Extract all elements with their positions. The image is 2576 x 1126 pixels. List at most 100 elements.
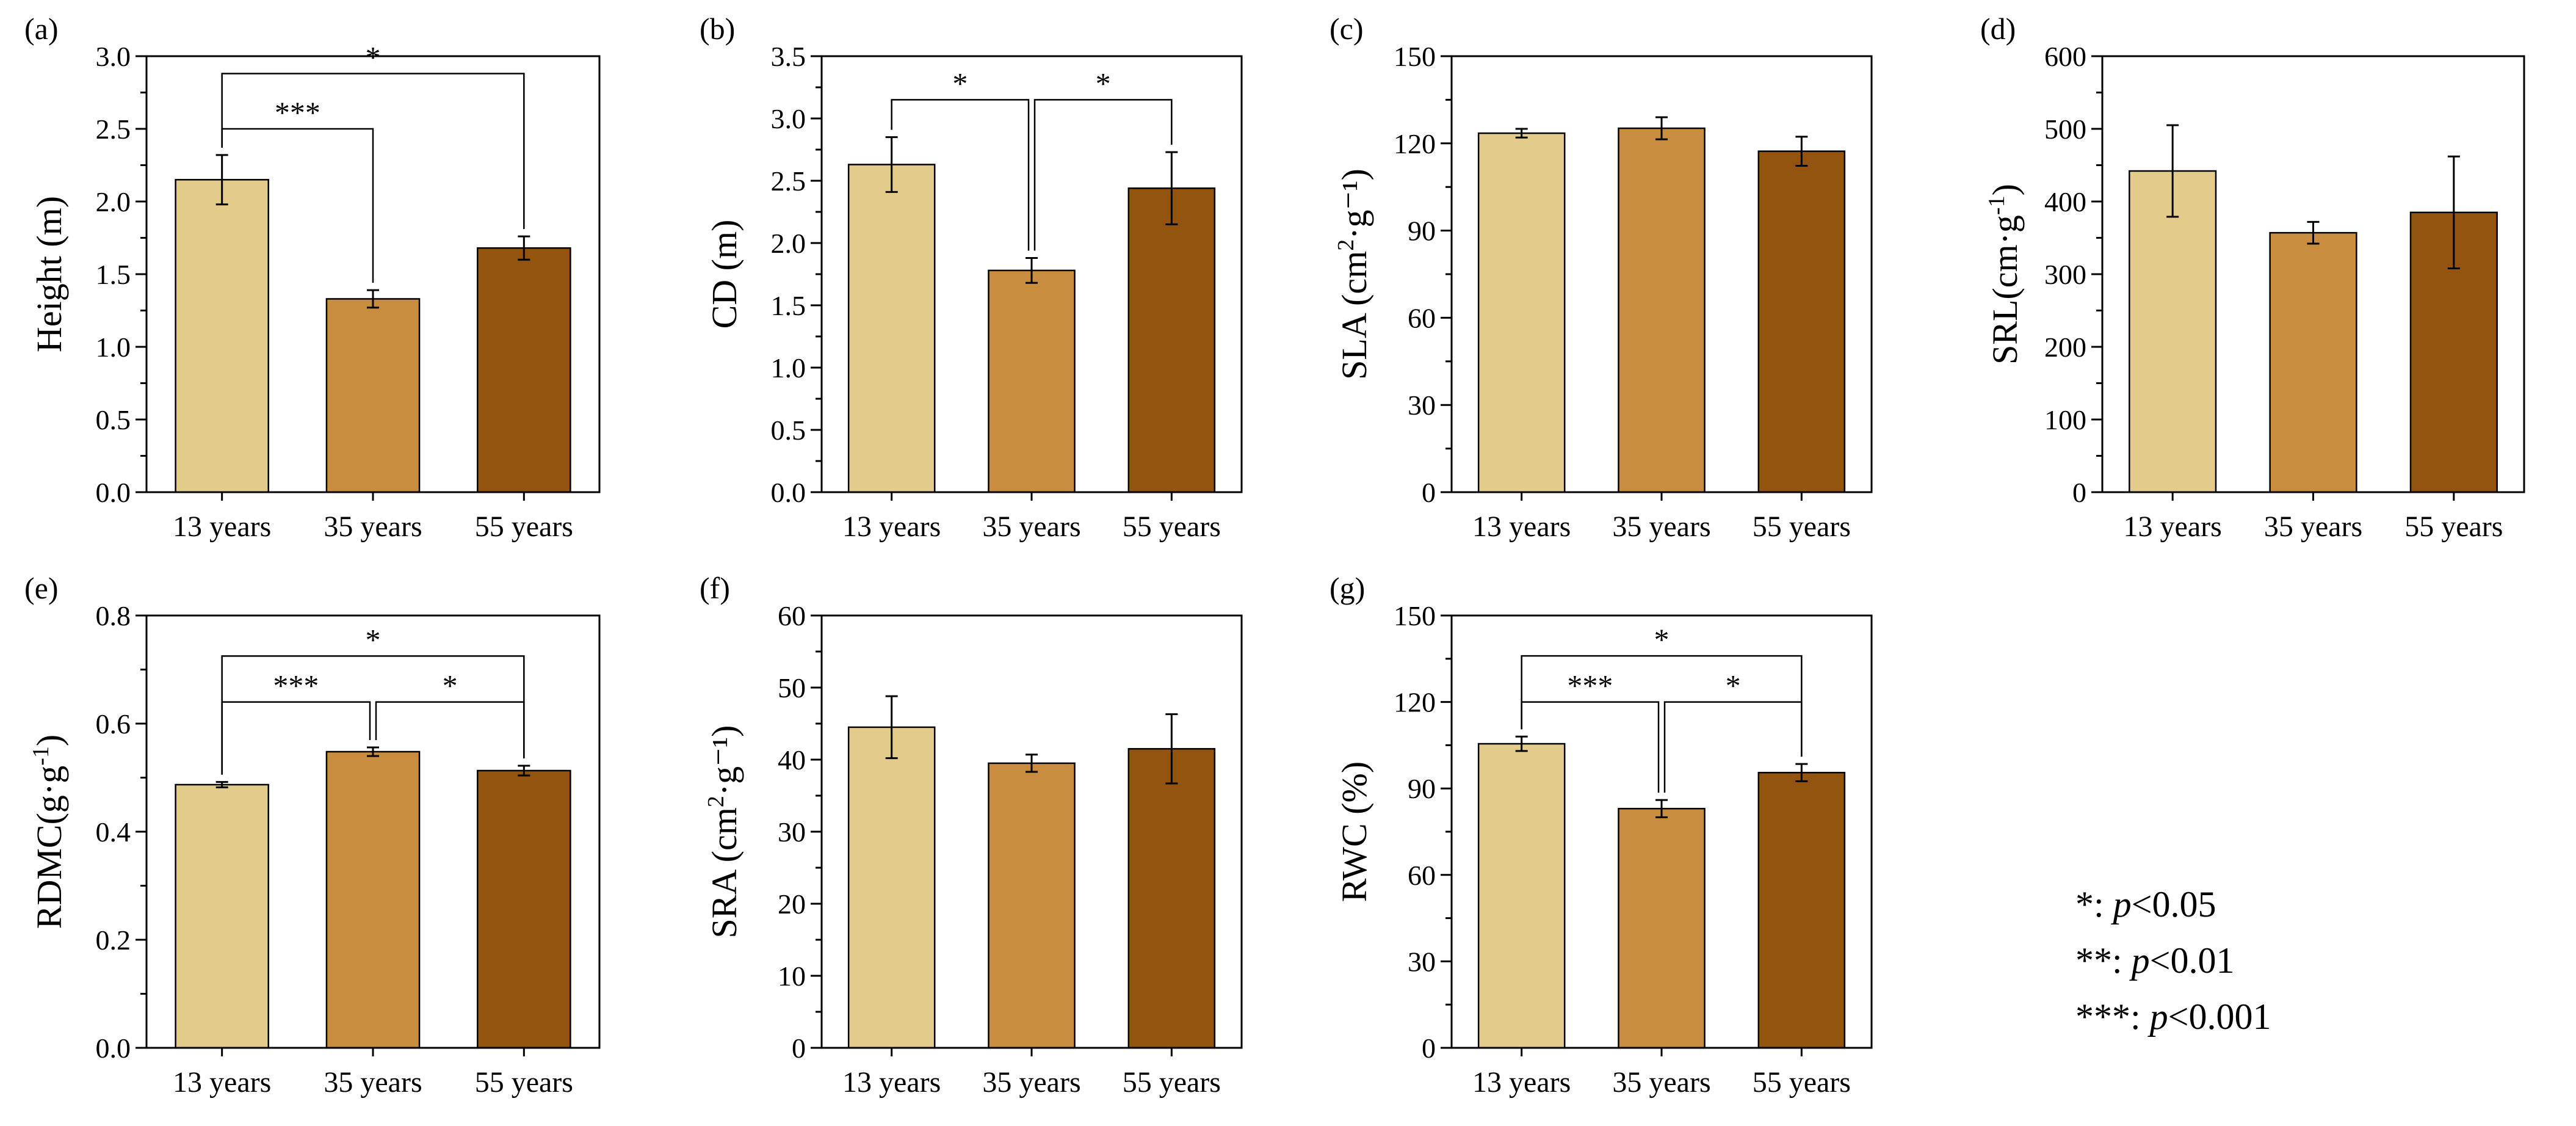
bar-55-years <box>1757 771 1846 1049</box>
error-bar <box>2166 124 2179 218</box>
y-tick-label: 2.0 <box>771 228 806 259</box>
legend-item-p0001: ***: p<0.001 <box>2075 997 2271 1037</box>
error-bar <box>1026 754 1038 773</box>
significance-bracket: * <box>375 669 525 759</box>
x-tick-label: 55 years <box>1123 1066 1221 1099</box>
bar-35-years <box>325 298 421 493</box>
panel-b: (b) * * 0.0 0.5 1.0 1.5 2.0 2.5 3.0 3.5 13 years 35 … <box>700 12 1243 543</box>
error-bar <box>367 289 379 309</box>
significance-bracket: *** <box>221 95 374 283</box>
significance-bracket: * <box>221 40 525 230</box>
error-bar <box>215 154 228 206</box>
significance-label: *** <box>273 669 319 703</box>
y-tick-label: 60 <box>778 600 806 631</box>
y-tick-label: 50 <box>778 672 806 703</box>
y-tick-label: 400 <box>2044 186 2086 217</box>
panel-label: (a) <box>24 12 59 46</box>
error-bar <box>367 746 379 757</box>
significance-bracket: * <box>1663 669 1803 793</box>
panel-a: (a)****0.00.51.01.52.02.53.013 years 35 y… <box>24 12 601 543</box>
y-tick-label: 0.0 <box>771 477 806 508</box>
y-tick-label: 1.0 <box>96 332 131 363</box>
y-tick-label: 1.0 <box>771 352 806 383</box>
y-axis-label: SRA (cm2·g⁻¹) <box>703 725 744 939</box>
y-tick-label: 20 <box>778 888 806 920</box>
legend-item-p005: *: p<0.05 <box>2075 884 2216 924</box>
significance-label: * <box>1096 66 1111 100</box>
x-tick-label: 35 years <box>324 1066 422 1099</box>
error-bar <box>2447 155 2460 269</box>
significance-label: * <box>1654 622 1670 656</box>
error-bar <box>1515 735 1528 752</box>
y-tick-label: 3.0 <box>96 41 131 72</box>
y-tick-label: 100 <box>2044 404 2086 435</box>
y-tick-label: 30 <box>1408 946 1436 977</box>
x-tick-label: 35 years <box>2264 510 2362 543</box>
bar-55-years <box>1127 748 1216 1049</box>
panel-label: (e) <box>24 571 59 605</box>
bar-35-years <box>988 269 1076 493</box>
significance-label: * <box>366 40 381 74</box>
bar-55-years <box>1127 187 1216 493</box>
panel-label: (c) <box>1330 12 1364 46</box>
y-tick-label: 300 <box>2044 259 2086 290</box>
y-tick-label: 0 <box>1422 1033 1436 1064</box>
x-tick-label: 13 years <box>173 1066 271 1099</box>
significance-bracket: * <box>1521 622 1803 757</box>
significance-label: * <box>366 622 381 656</box>
x-tick-label: 35 years <box>324 510 422 543</box>
error-bar <box>1515 128 1528 139</box>
panel-f: (f) 0 10 20 30 40 50 60 13 years 35 years 55 years… <box>700 571 1243 1099</box>
y-tick-label: 30 <box>1408 390 1436 421</box>
error-bar <box>518 235 530 261</box>
panel-c: (c) 0 30 60 90 120 150 13 years 35 years 55 years… <box>1330 12 1873 543</box>
y-tick-label: 1.5 <box>96 259 131 290</box>
bar-13-years <box>2129 170 2217 493</box>
y-tick-label: 3.0 <box>771 103 806 134</box>
y-tick-label: 2.5 <box>96 114 131 145</box>
y-axis-label: CD (m) <box>704 220 744 329</box>
x-tick-label: 55 years <box>1123 510 1221 543</box>
bar-35-years <box>1618 127 1706 493</box>
x-tick-label: 55 years <box>1753 510 1851 543</box>
y-tick-label: 0.0 <box>96 1033 131 1064</box>
x-tick-label: 35 years <box>982 510 1080 543</box>
y-tick-label: 1.5 <box>771 290 806 321</box>
y-tick-label: 90 <box>1408 773 1436 804</box>
error-bar <box>885 136 898 193</box>
y-tick-label: 120 <box>1394 128 1436 159</box>
y-tick-label: 0.0 <box>96 477 131 508</box>
error-bar <box>1165 151 1178 225</box>
bar-13-years <box>1477 743 1566 1049</box>
y-axis-label: RWC (%) <box>1334 761 1374 902</box>
y-axis-label: Height (m) <box>29 196 69 352</box>
x-tick-label: 35 years <box>1612 1066 1710 1099</box>
significance-label: *** <box>1567 669 1613 703</box>
y-tick-label: 60 <box>1408 860 1436 891</box>
y-tick-label: 200 <box>2044 332 2086 363</box>
x-tick-label: 13 years <box>1472 1066 1571 1099</box>
error-bar <box>1026 256 1038 284</box>
bar-55-years <box>1757 150 1846 493</box>
error-bar <box>1165 713 1178 785</box>
bar-55-years <box>477 769 571 1049</box>
y-axis-label: SRL(cm·g-1) <box>1984 184 2025 365</box>
x-tick-label: 55 years <box>1753 1066 1851 1099</box>
legend-item-p001: **: p<0.01 <box>2075 940 2235 981</box>
significance-bracket: *** <box>221 669 371 775</box>
y-tick-label: 2.5 <box>771 165 806 197</box>
significance-label: * <box>1726 669 1741 703</box>
panel-e: (e)**** *0.00.20.40.60.813 years 35 years 5… <box>24 571 601 1099</box>
bar-35-years <box>988 762 1076 1049</box>
panel-d: (d) 0 100 200 300 400 500 600 13 years 35 years 55… <box>1980 12 2525 543</box>
significance-bracket: * <box>1033 66 1173 251</box>
error-bar <box>518 765 530 777</box>
y-axis-label: SLA (cm2·g⁻¹) <box>1333 169 1374 380</box>
y-tick-label: 0.8 <box>96 600 131 631</box>
x-tick-label: 13 years <box>173 510 271 543</box>
significance-label: *** <box>275 95 320 129</box>
significance-bracket: *** <box>1521 669 1660 793</box>
y-tick-label: 0.6 <box>96 708 131 739</box>
bar-35-years <box>2269 231 2357 493</box>
